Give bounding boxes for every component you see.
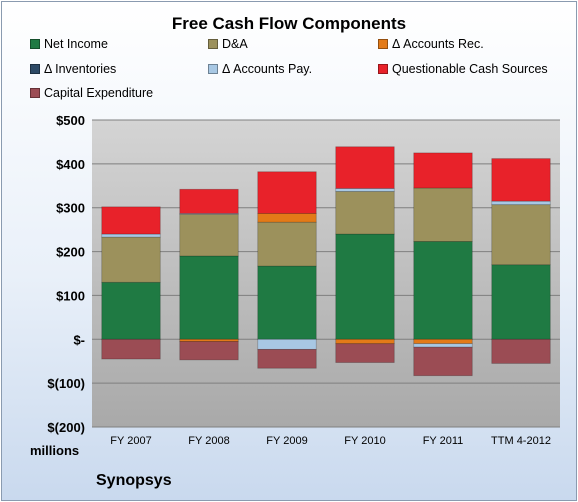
legend-swatch xyxy=(208,64,218,74)
x-tick-label: FY 2011 xyxy=(423,435,464,447)
bar-segment xyxy=(413,343,473,348)
legend-swatch xyxy=(378,64,388,74)
legend-swatch xyxy=(208,39,218,49)
legend-label: D&A xyxy=(222,37,248,51)
legend-item: Δ Accounts Pay. xyxy=(208,62,312,76)
x-tick-label: FY 2008 xyxy=(188,435,229,447)
legend-item: Questionable Cash Sources xyxy=(378,62,548,76)
y-tick-label: $- xyxy=(73,332,85,347)
bar-segment xyxy=(413,346,473,377)
y-tick-label: $500 xyxy=(56,113,85,128)
legend-item: D&A xyxy=(208,37,248,51)
legend-swatch xyxy=(30,39,40,49)
bar-segment xyxy=(413,241,473,340)
bar-segment xyxy=(413,338,473,345)
bar-segment xyxy=(335,146,395,189)
bar-segment xyxy=(101,206,161,235)
bar-segment xyxy=(335,233,395,340)
bar-segment xyxy=(491,158,551,202)
legend-label: Questionable Cash Sources xyxy=(392,62,548,76)
legend-label: Capital Expenditure xyxy=(44,86,154,100)
bar-segment xyxy=(179,341,239,361)
bar-segment xyxy=(335,343,395,363)
bar-segment xyxy=(413,152,473,189)
company-name: Synopsys xyxy=(96,472,172,489)
bar-segment xyxy=(101,236,161,283)
legend-label: Net Income xyxy=(44,37,108,51)
y-tick-label: $(100) xyxy=(47,376,85,391)
y-axis-units-label: millions xyxy=(30,443,80,458)
plot-area xyxy=(92,120,560,427)
bar-segment xyxy=(257,171,317,214)
bar-segment xyxy=(335,191,395,235)
bar-segment xyxy=(335,188,395,192)
y-tick-label: $300 xyxy=(56,201,85,216)
x-tick-label: FY 2007 xyxy=(110,435,151,447)
bar-segment xyxy=(179,213,239,257)
bar-segment xyxy=(491,264,551,340)
bar-segment xyxy=(257,221,317,267)
bar-segment xyxy=(257,265,317,340)
bar-segment xyxy=(101,338,161,360)
bar-segment xyxy=(101,233,161,238)
bar-segment xyxy=(491,338,551,364)
legend-swatch xyxy=(30,88,40,98)
bar-segment xyxy=(413,187,473,242)
legend-item: Capital Expenditure xyxy=(30,86,153,100)
y-tick-label: $400 xyxy=(56,157,85,172)
legend-label: Δ Accounts Rec. xyxy=(392,37,484,51)
y-tick-label: $(200) xyxy=(47,420,85,435)
y-tick-label: $200 xyxy=(56,245,85,260)
bar-segment xyxy=(257,213,317,223)
x-tick-label: FY 2010 xyxy=(344,435,385,447)
bar-segment xyxy=(335,338,395,345)
bar-segment xyxy=(257,338,317,350)
legend-label: Δ Inventories xyxy=(44,62,117,76)
bar-segment xyxy=(257,348,317,369)
legend-label: Δ Accounts Pay. xyxy=(222,62,313,76)
legend-item: Net Income xyxy=(30,37,108,51)
legend-item: Δ Inventories xyxy=(30,62,116,76)
chart-title: Free Cash Flow Components xyxy=(171,14,407,33)
legend-item: Δ Accounts Rec. xyxy=(378,37,484,51)
bar-segment xyxy=(179,188,239,214)
bar-segment xyxy=(491,204,551,266)
legend-swatch xyxy=(30,64,40,74)
bar-segment xyxy=(491,200,551,206)
bar-segment xyxy=(179,255,239,340)
x-tick-label: TTM 4-2012 xyxy=(491,435,551,447)
bar-segment xyxy=(101,281,161,340)
y-tick-label: $100 xyxy=(56,288,85,303)
legend-swatch xyxy=(378,39,388,49)
x-tick-label: FY 2009 xyxy=(266,435,307,447)
